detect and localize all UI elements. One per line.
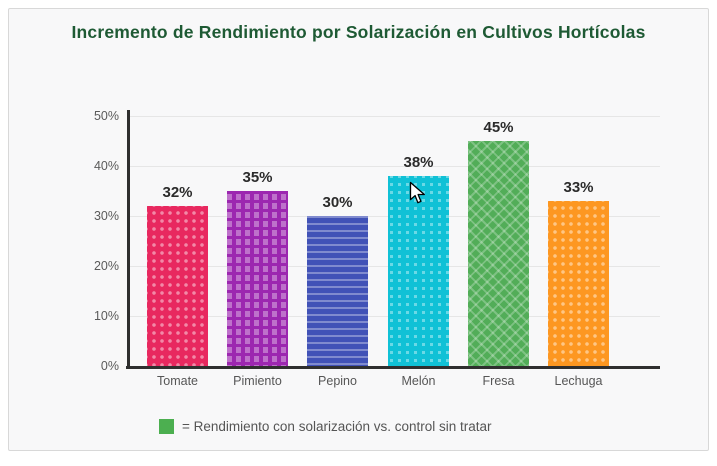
legend-swatch — [159, 419, 174, 434]
y-tick-label: 10% — [93, 309, 119, 323]
bar-category-label: Fresa — [482, 374, 515, 388]
y-tick-label: 20% — [93, 259, 119, 273]
y-tick-label: 30% — [93, 209, 119, 223]
bar-category-label: Pimiento — [233, 374, 282, 388]
bar-value-label: 45% — [483, 119, 514, 136]
bar-value-label: 38% — [403, 154, 434, 171]
bar-category-label: Lechuga — [554, 374, 603, 388]
gridline — [129, 166, 660, 167]
y-tick-label: 0% — [100, 359, 119, 373]
bar-value-label: 35% — [242, 169, 273, 186]
bar-value-label: 30% — [322, 194, 353, 211]
bar-pepino[interactable] — [307, 216, 368, 366]
bar-value-label: 33% — [563, 179, 594, 196]
bar-value-label: 32% — [162, 184, 193, 201]
bar-category-label: Pepino — [318, 374, 357, 388]
bar-tomate[interactable] — [147, 206, 208, 366]
bar-pimiento[interactable] — [227, 191, 288, 366]
x-axis-line — [126, 366, 660, 369]
chart-title: Incremento de Rendimiento por Solarizaci… — [71, 22, 646, 42]
y-tick-label: 50% — [93, 109, 119, 123]
bar-fresa[interactable] — [468, 141, 529, 366]
bar-category-label: Melón — [401, 374, 436, 388]
legend-label: = Rendimiento con solarización vs. contr… — [182, 419, 492, 434]
bar-lechuga[interactable] — [548, 201, 609, 366]
gridline — [129, 116, 660, 117]
y-tick-label: 40% — [93, 159, 119, 173]
y-axis-line — [127, 110, 130, 369]
mouse-cursor-icon — [409, 181, 425, 204]
bar-category-label: Tomate — [157, 374, 198, 388]
bar-melón[interactable] — [388, 176, 449, 366]
